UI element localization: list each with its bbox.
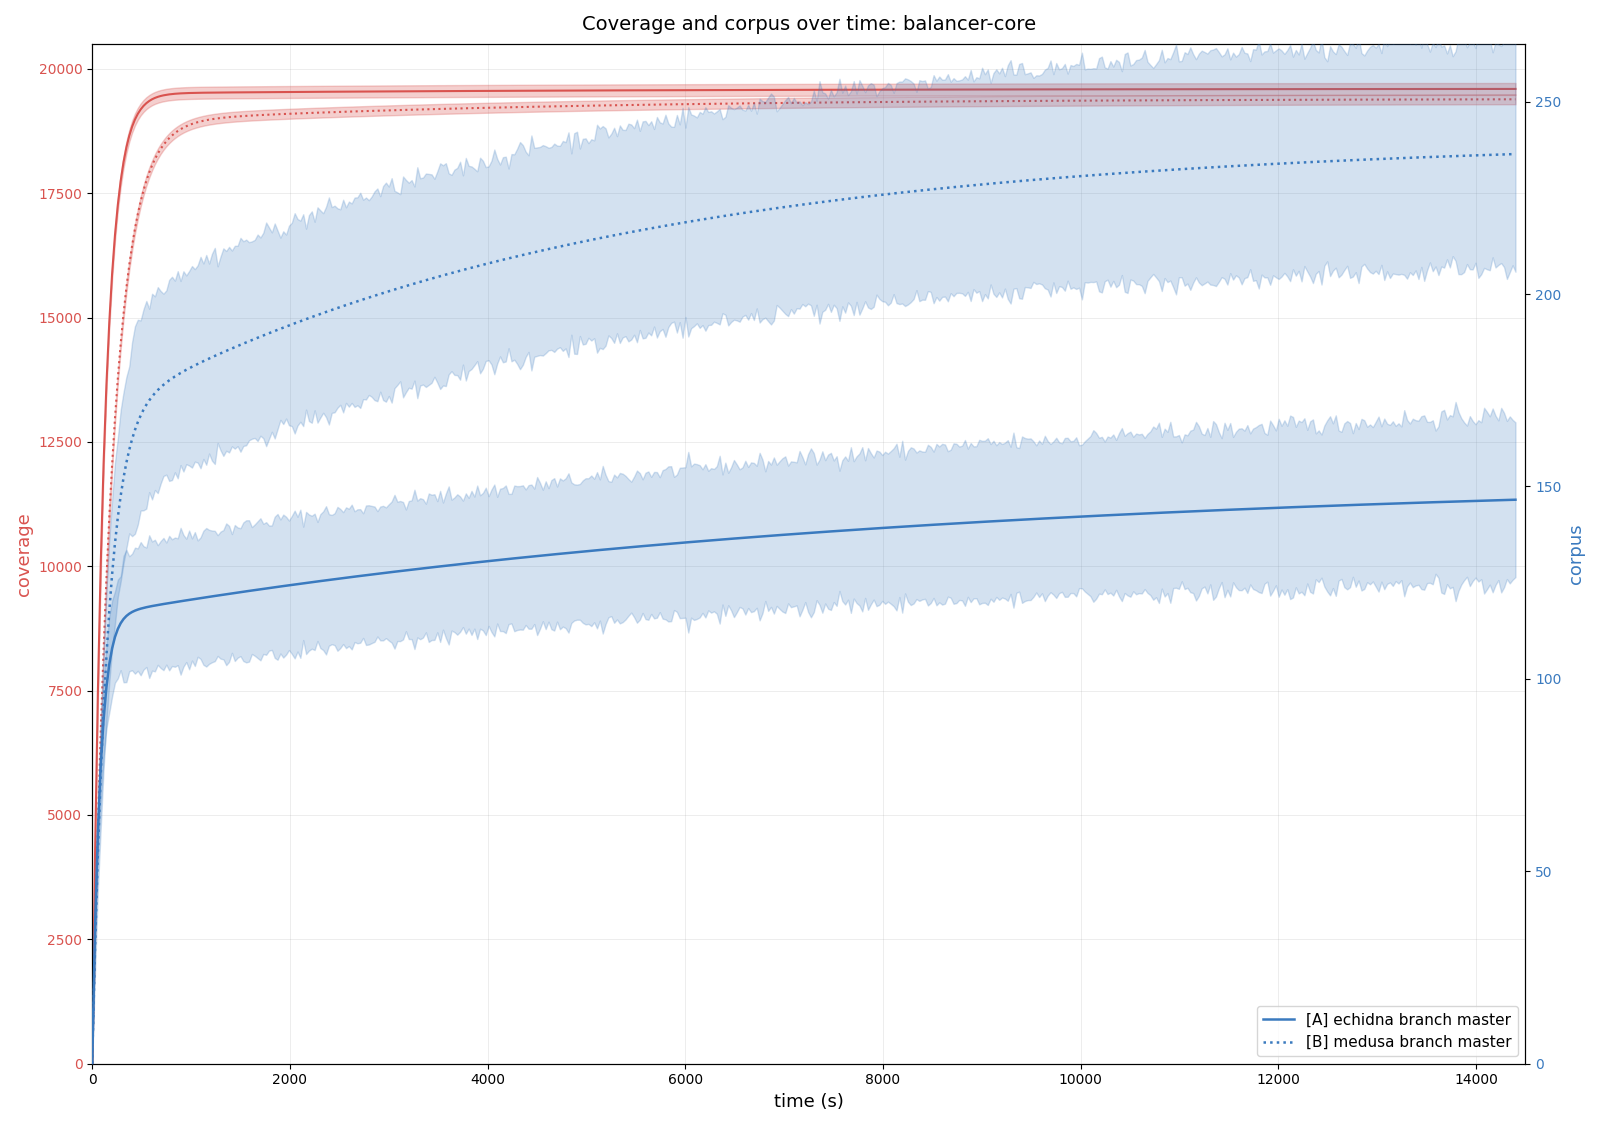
- Y-axis label: corpus: corpus: [1566, 524, 1586, 584]
- [B] medusa branch master: [758, 203, 778, 216]
- Legend: [A] echidna branch master, [B] medusa branch master: [A] echidna branch master, [B] medusa br…: [1258, 1007, 1518, 1056]
- [A] echidna branch master: [1506, 493, 1525, 507]
- [B] medusa branch master: [1250, 158, 1269, 171]
- Y-axis label: coverage: coverage: [14, 512, 34, 596]
- [A] echidna branch master: [853, 522, 872, 536]
- [A] echidna branch master: [1472, 494, 1491, 508]
- [B] medusa branch master: [83, 1057, 102, 1071]
- [B] medusa branch master: [930, 181, 949, 195]
- [A] echidna branch master: [1250, 502, 1269, 516]
- [B] medusa branch master: [1506, 148, 1525, 161]
- Line: [A] echidna branch master: [A] echidna branch master: [93, 500, 1515, 1064]
- [A] echidna branch master: [83, 1057, 102, 1071]
- [B] medusa branch master: [853, 190, 872, 204]
- [A] echidna branch master: [758, 529, 778, 543]
- [A] echidna branch master: [766, 528, 786, 542]
- X-axis label: time (s): time (s): [774, 1093, 843, 1111]
- Title: Coverage and corpus over time: balancer-core: Coverage and corpus over time: balancer-…: [582, 15, 1035, 34]
- [B] medusa branch master: [1472, 149, 1491, 162]
- [A] echidna branch master: [930, 518, 949, 531]
- Line: [B] medusa branch master: [B] medusa branch master: [93, 154, 1515, 1064]
- [B] medusa branch master: [766, 202, 786, 215]
